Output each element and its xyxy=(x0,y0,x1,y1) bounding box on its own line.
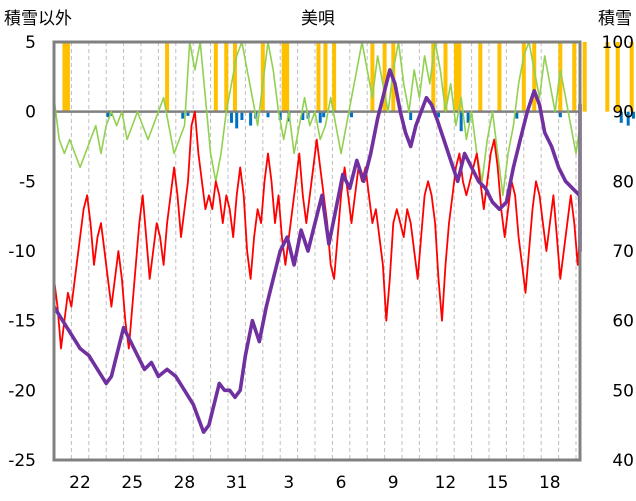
sunshine-bar xyxy=(332,42,337,112)
precip-bar xyxy=(266,111,270,118)
sunshine-bar xyxy=(521,42,526,112)
precip-bar xyxy=(558,111,562,118)
x-tick-label: 15 xyxy=(487,473,509,493)
right-tick-label: 60 xyxy=(612,312,634,332)
sunshine-bar xyxy=(370,42,375,112)
x-tick-label: 25 xyxy=(121,473,143,493)
x-tick-label: 18 xyxy=(539,473,561,493)
left-tick-label: -25 xyxy=(8,451,36,471)
sunshine-bar xyxy=(62,42,67,112)
precip-bar xyxy=(626,111,630,126)
precip-bar xyxy=(466,111,470,123)
sunshine-bar xyxy=(165,42,170,112)
precip-bar xyxy=(181,111,185,119)
left-tick-label: 5 xyxy=(25,33,36,53)
plot-frame xyxy=(52,40,582,462)
precip-bar xyxy=(278,111,282,121)
precip-bar xyxy=(459,111,463,132)
sunshine-bar xyxy=(232,42,237,112)
precip-bar xyxy=(322,111,326,118)
sunshine-bar xyxy=(572,42,577,112)
chart-title: 美唄 xyxy=(301,9,335,29)
right-tick-label: 70 xyxy=(612,242,634,262)
x-tick-label: 31 xyxy=(226,473,248,493)
sunshine-bar xyxy=(497,42,502,112)
sunshine-bar xyxy=(615,42,620,112)
x-tick-label: 9 xyxy=(388,473,399,493)
sunshine-bar xyxy=(316,42,321,112)
x-tick-label: 12 xyxy=(435,473,457,493)
sunshine-bar xyxy=(532,42,537,112)
sunshine-bar xyxy=(323,42,328,112)
right-tick-label: 100 xyxy=(602,33,634,53)
sunshine-bar xyxy=(443,42,448,112)
precip-bar xyxy=(437,111,441,118)
sunshine-bar xyxy=(605,42,610,112)
x-tick-label: 6 xyxy=(336,473,347,493)
precip-bar xyxy=(409,111,413,121)
sunshine-bar xyxy=(629,42,634,112)
sunshine-bar xyxy=(382,42,387,112)
precip-bar xyxy=(240,111,244,121)
sunshine-bar xyxy=(582,42,587,112)
x-tick-label: 28 xyxy=(174,473,196,493)
left-tick-label: 0 xyxy=(25,103,36,123)
left-tick-label: -10 xyxy=(8,242,36,262)
left-axis-label: 積雪以外 xyxy=(4,9,72,29)
left-tick-label: -5 xyxy=(19,172,36,192)
sunshine-bar xyxy=(224,42,229,112)
precip-bar xyxy=(249,111,253,126)
precip-bar xyxy=(106,111,110,118)
sunshine-bar xyxy=(260,42,265,112)
sunshine-bars xyxy=(62,42,634,112)
right-tick-label: 90 xyxy=(612,103,634,123)
right-tick-label: 40 xyxy=(612,451,634,471)
precip-bar xyxy=(350,111,354,118)
sunshine-bar xyxy=(453,42,458,112)
right-axis-ticks: 100 90 80 70 60 50 40 xyxy=(602,33,634,471)
sunshine-bar xyxy=(457,42,462,112)
sunshine-bar xyxy=(65,42,70,112)
precip-bar xyxy=(619,111,623,123)
precip-bar xyxy=(301,111,305,121)
sunshine-bar xyxy=(285,42,290,112)
temperature-line xyxy=(53,97,581,406)
left-tick-label: -20 xyxy=(8,381,36,401)
x-tick-label: 22 xyxy=(69,473,91,493)
precip-bar xyxy=(631,111,635,119)
sunshine-bar xyxy=(478,42,483,112)
precip-bar xyxy=(318,111,322,123)
sunshine-bar xyxy=(431,42,436,112)
left-axis-ticks: 5 0 -5 -10 -15 -20 -25 xyxy=(8,33,36,471)
precip-bar xyxy=(186,111,190,116)
right-axis-label: 積雪 xyxy=(598,9,632,29)
precip-bar xyxy=(515,111,519,119)
x-axis-ticks: 22 25 28 31 3 6 9 12 15 18 xyxy=(69,473,560,493)
sunshine-bar xyxy=(281,42,286,112)
right-tick-label: 80 xyxy=(612,172,634,192)
right-tick-label: 50 xyxy=(612,381,634,401)
precip-bar xyxy=(235,111,239,129)
precip-bar xyxy=(229,111,233,123)
sunshine-bar xyxy=(558,42,563,112)
sunshine-bar xyxy=(213,42,218,112)
left-tick-label: -15 xyxy=(8,312,36,332)
x-tick-label: 3 xyxy=(283,473,294,493)
